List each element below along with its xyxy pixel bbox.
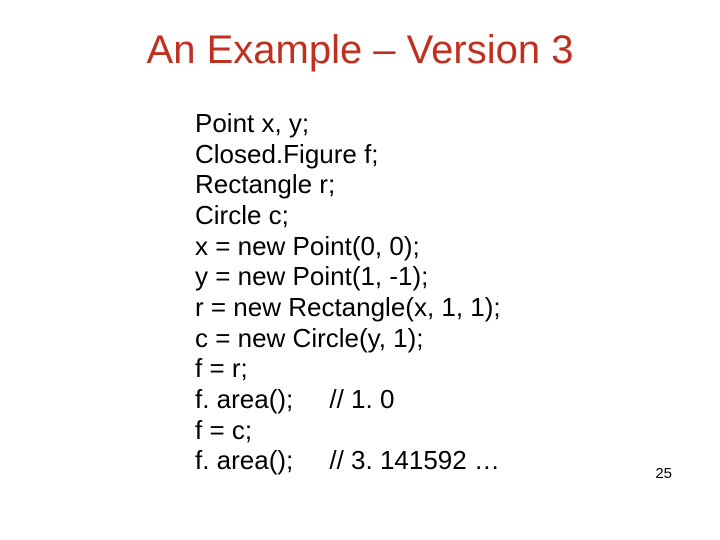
page-number: 25 bbox=[655, 465, 672, 482]
slide-title: An Example – Version 3 bbox=[0, 28, 720, 73]
slide: An Example – Version 3 Point x, y; Close… bbox=[0, 0, 720, 540]
code-block: Point x, y; Closed.Figure f; Rectangle r… bbox=[195, 108, 501, 476]
